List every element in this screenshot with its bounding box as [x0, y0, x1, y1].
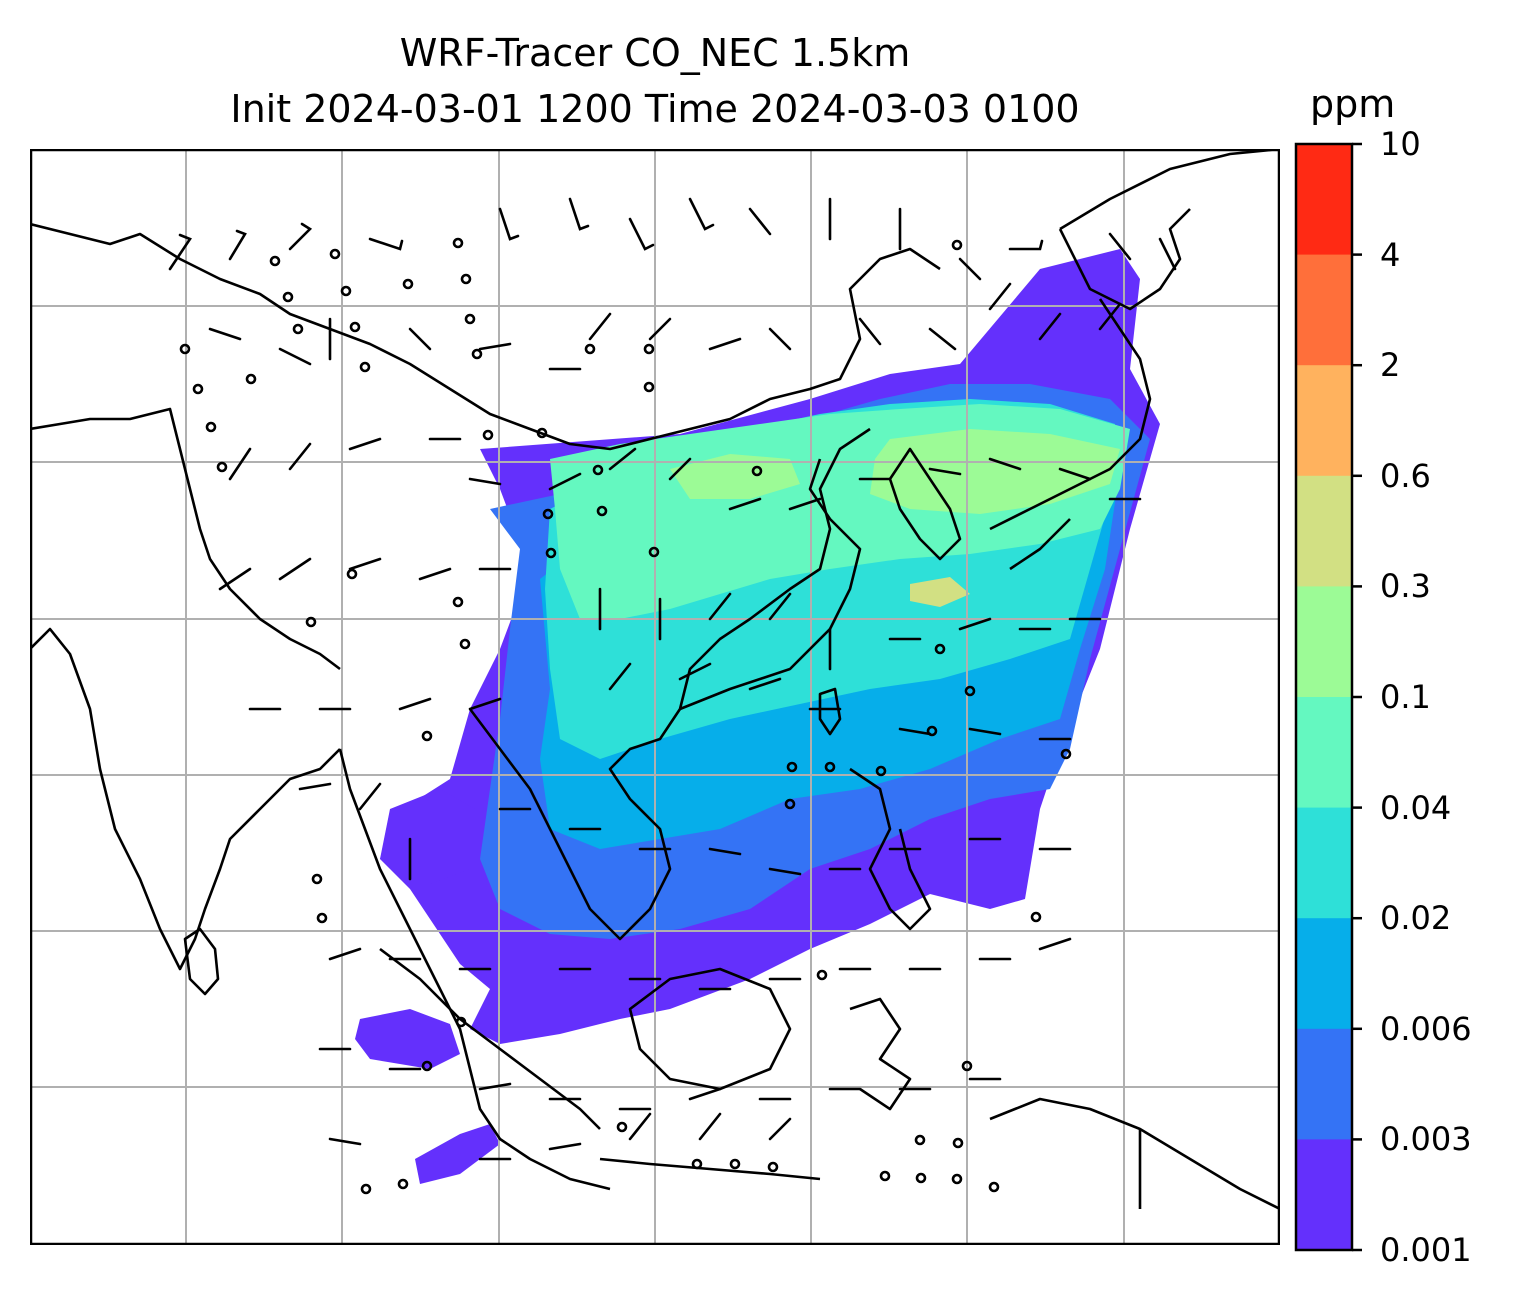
coastline-java	[599, 1157, 821, 1181]
coastline-west-borders	[30, 407, 341, 671]
coastline-india	[30, 627, 341, 971]
colorbar	[1294, 142, 1362, 1252]
colorbar-unit: ppm	[1310, 82, 1396, 126]
tracer-band-0c	[355, 1009, 460, 1069]
coastline-srilanka	[183, 927, 220, 996]
chart-title-line2: Init 2024-03-01 1200 Time 2024-03-03 010…	[230, 87, 1080, 131]
colorbar-tick-label: 0.003	[1380, 1120, 1472, 1159]
colorbar-segment	[1296, 144, 1352, 256]
tracer-band-0d	[415, 1124, 500, 1184]
coastline-russia-far-east	[1058, 149, 1280, 311]
coastline-philippines	[849, 767, 932, 931]
coastline-taiwan	[818, 687, 842, 736]
tracer-band-6	[910, 577, 970, 607]
coastline-borneo	[628, 967, 792, 1091]
wind-barbs	[168, 197, 1177, 1161]
colorbar-segment	[1296, 697, 1352, 809]
colorbar-segment	[1296, 807, 1352, 919]
coastline-korea	[888, 447, 962, 561]
tracer-band-0b	[380, 789, 475, 884]
coastline-new-guinea	[989, 1097, 1280, 1211]
coastline-sumatra	[379, 947, 601, 1130]
colorbar-tick-label: 2	[1380, 346, 1401, 385]
colorbar-tick-label: 0.006	[1380, 1009, 1472, 1048]
colorbar-segment	[1296, 586, 1352, 698]
colorbar-tick-label: 0.3	[1380, 567, 1431, 606]
colorbar-tick-label: 0.1	[1380, 678, 1431, 716]
colorbar-tick-label: 0.02	[1380, 899, 1452, 938]
tracer-band-5b	[670, 454, 800, 499]
coastline-indochina	[468, 427, 871, 941]
colorbar-tick-label: 0.6	[1380, 456, 1431, 495]
colorbar-segment	[1296, 254, 1352, 366]
tracer-field	[355, 249, 1160, 1184]
coastline-japan	[989, 298, 1152, 571]
coastlines	[30, 149, 1280, 1211]
chart-title-line1: WRF-Tracer CO_NEC 1.5km	[399, 31, 911, 75]
coastline-sulawesi	[849, 997, 912, 1111]
tracer-band-5	[870, 429, 1120, 514]
colorbar-tick-label: 4	[1380, 235, 1401, 274]
colorbar-segment	[1296, 1028, 1352, 1140]
colorbar-segment	[1296, 918, 1352, 1030]
colorbar-tick-label: 0.04	[1380, 788, 1452, 827]
colorbar-tick-label: 0.001	[1380, 1231, 1472, 1269]
colorbar-segment	[1296, 475, 1352, 587]
colorbar-segment	[1296, 365, 1352, 477]
map-panel	[30, 149, 1280, 1245]
coastline-central-asia	[30, 222, 941, 451]
colorbar-segment	[1296, 1139, 1352, 1251]
colorbar-tick-label: 10	[1380, 125, 1421, 163]
calm-wind-markers	[179, 237, 1072, 1195]
